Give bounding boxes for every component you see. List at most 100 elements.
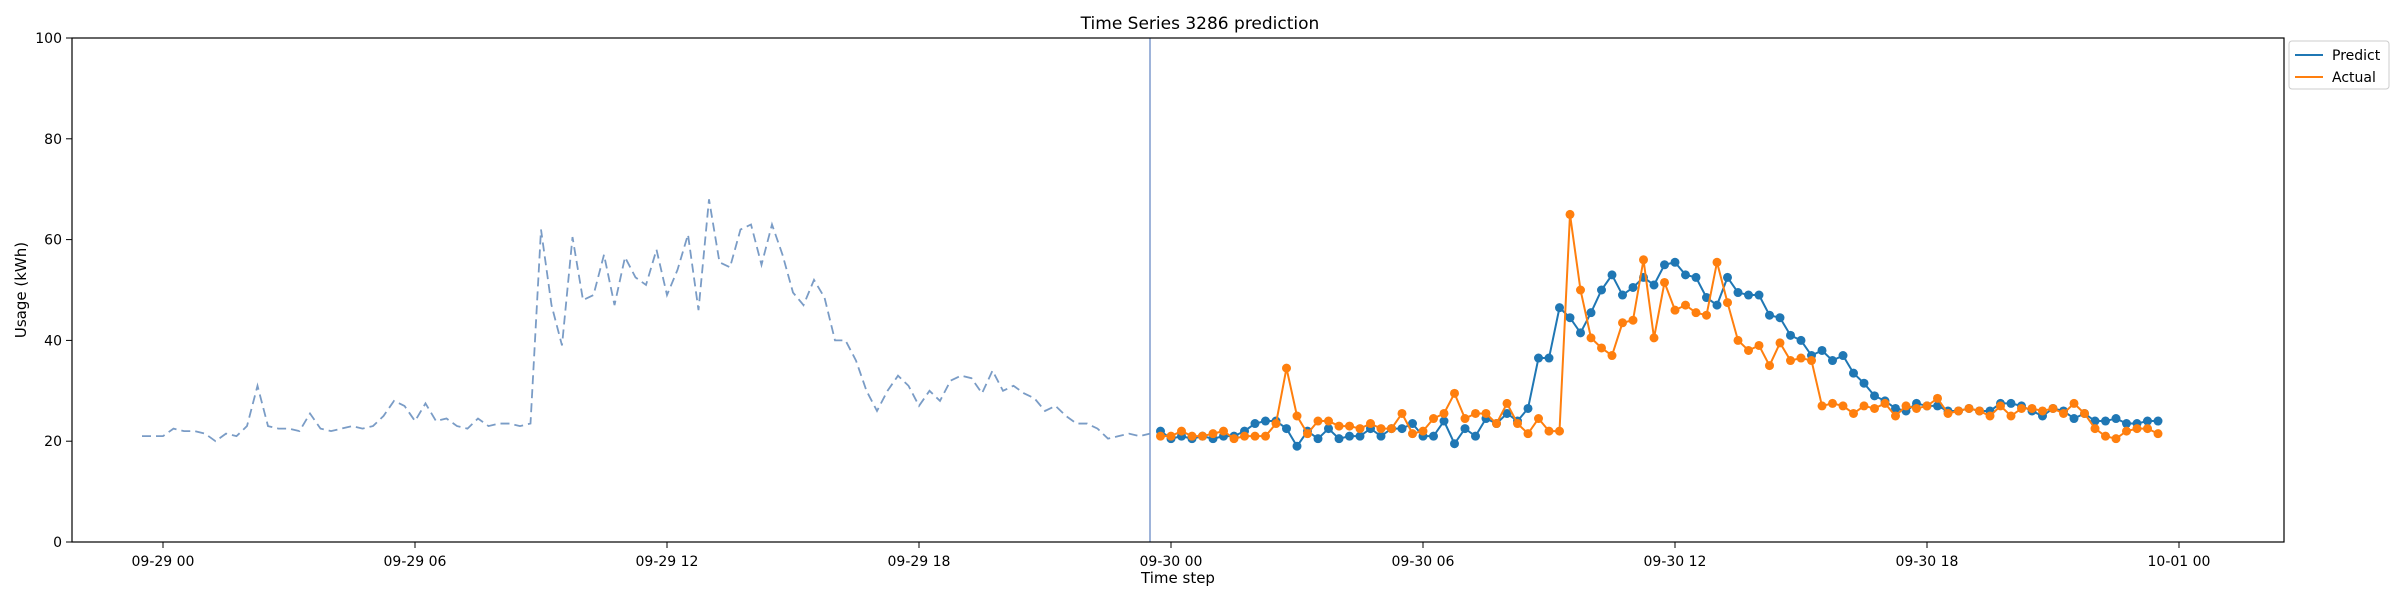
predict-point [1376,431,1386,441]
actual-point [2080,408,2089,418]
plot-frame [71,37,2285,543]
actual-point [1534,414,1543,424]
predict-point [1933,401,1942,411]
actual-point [1198,431,1207,441]
y-axis-label: Usage (kWh) [12,242,30,338]
predict-point [2006,398,2016,408]
actual-point [1376,424,1386,434]
actual-point [1229,434,1239,444]
actual-point [1460,414,1470,424]
actual-point [1324,416,1333,426]
x-tick-label: 09-29 00 [132,554,195,570]
actual-point [1859,401,1869,411]
actual-point [2048,403,2058,413]
actual-point [1828,398,1837,408]
actual-point [1975,406,1984,416]
actual-point [2143,424,2152,434]
predict-point [1355,431,1365,441]
actual-point [1408,429,1417,439]
actual-point [1775,338,1785,348]
actual-point [1681,300,1690,310]
predict-point [1786,330,1795,340]
actual-point [2069,398,2079,408]
actual-point [2059,408,2068,418]
actual-point [1481,408,1491,418]
x-tick-label: 09-30 18 [1896,554,1959,570]
predict-point [1523,403,1533,413]
y-tick-label: 80 [44,132,62,148]
actual-point [1439,408,1449,418]
predict-point [1408,419,1417,429]
actual-point [1964,403,1974,413]
x-tick-label: 09-30 12 [1644,554,1707,570]
predict-point [1429,431,1438,441]
y-tick-label: 40 [44,333,62,349]
actual-point [1733,335,1743,345]
actual-point [1418,426,1428,436]
predict-point [1828,356,1837,366]
actual-point [1891,411,1900,421]
y-axis: 0 20 40 60 80 100 [35,31,72,551]
predict-point [2090,416,2100,426]
predict-point [1775,313,1785,323]
actual-point [1817,401,1827,411]
predict-point [2069,414,2079,424]
x-tick-label: 09-30 06 [1392,554,1455,570]
actual-point [1387,424,1396,434]
predict-point [1544,353,1554,363]
y-tick-label: 20 [44,434,62,450]
predict-point [2111,414,2121,424]
actual-point [1240,431,1249,441]
predict-point [2101,416,2110,426]
predict-point [2122,419,2131,429]
x-tick-label: 09-29 12 [636,554,699,570]
predict-point [1649,280,1659,290]
predict-point [1282,424,1291,434]
actual-point [1691,308,1701,318]
actual-point [2111,434,2121,444]
actual-point [1807,356,1816,366]
actual-point [1607,351,1617,361]
predict-point [1397,424,1407,434]
actual-point [1282,363,1291,373]
predict-point [1565,313,1575,323]
actual-point [1303,429,1312,439]
actual-point [1754,340,1764,350]
actual-point [1712,257,1722,267]
actual-point [1429,414,1438,424]
actual-point [2017,403,2026,413]
predict-point [1471,431,1480,441]
predict-point [1838,351,1848,361]
actual-point [2038,406,2047,416]
actual-point [2132,424,2142,434]
predict-point [1628,282,1638,292]
actual-point [1954,406,1963,416]
actual-point [1208,429,1218,439]
actual-point [1565,209,1575,219]
actual-point [1985,411,1995,421]
actual-point [1156,431,1165,441]
predict-point [1891,403,1900,413]
predict-point [1660,260,1669,270]
actual-point [1502,398,1512,408]
plot-area [142,38,2163,542]
x-axis-label: Time step [1140,569,1215,587]
actual-point [1177,426,1186,436]
legend-label-actual: Actual [2332,70,2376,86]
predict-point [1597,285,1606,295]
actual-point [1618,318,1627,328]
predict-point [1817,345,1827,355]
actual-point [1702,310,1711,320]
actual-point [1744,345,1753,355]
actual-point [1586,333,1596,343]
predict-point [1334,434,1344,444]
predict-point [1576,328,1585,338]
actual-point [1261,431,1270,441]
predict-point [1261,416,1270,426]
x-tick-label: 09-29 06 [384,554,447,570]
actual-point [1513,419,1522,429]
actual-point [1901,401,1911,411]
actual-point [1796,353,1806,363]
